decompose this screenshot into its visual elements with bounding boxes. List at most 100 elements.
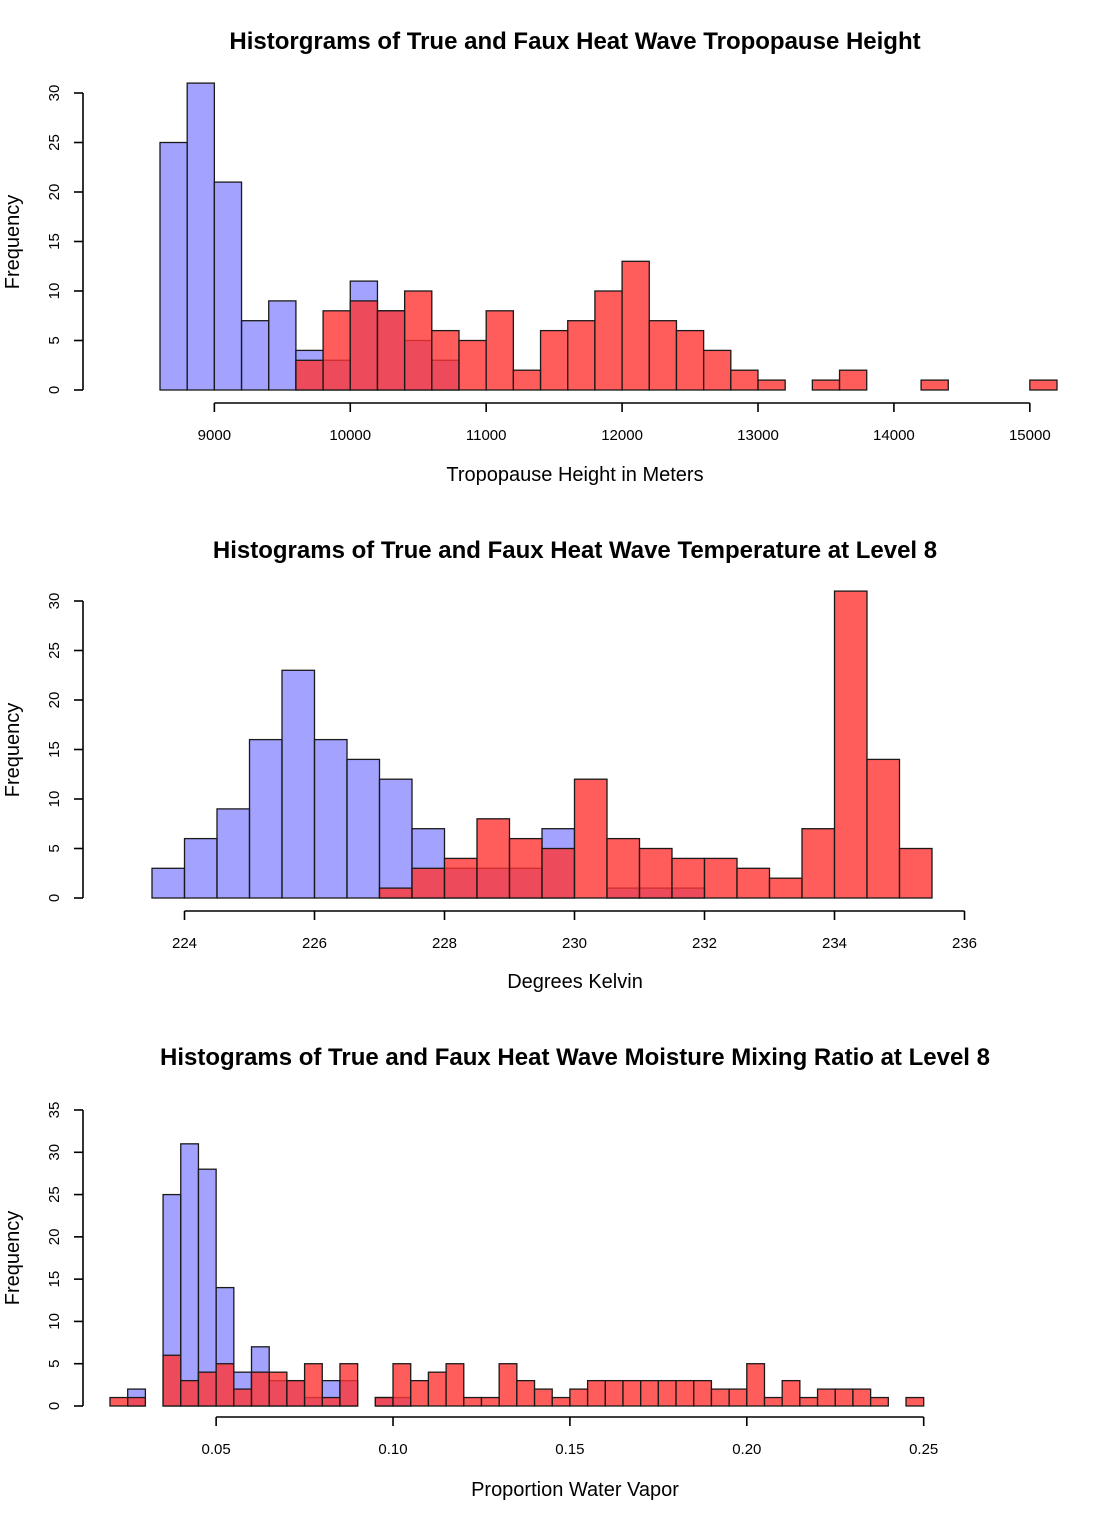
x-tick-label: 234	[822, 935, 847, 952]
red-bar	[443, 857, 478, 899]
red-bar	[763, 1396, 783, 1407]
red-bar	[180, 1379, 200, 1407]
y-axis: 0 5 10 15 20 25 30	[46, 593, 84, 902]
y-tick-label: 35	[46, 1102, 63, 1119]
red-bar	[551, 1396, 571, 1407]
x-tick-label: 12000	[601, 427, 643, 444]
blue-bar	[151, 867, 186, 899]
red-bar	[811, 379, 841, 391]
blue-bar	[281, 669, 316, 899]
red-bar	[657, 1379, 677, 1407]
y-tick-label: 20	[46, 1229, 63, 1246]
red-bar	[215, 1363, 235, 1407]
red-series	[295, 260, 1058, 391]
red-bar	[480, 1396, 500, 1407]
y-tick-label: 30	[46, 593, 63, 610]
red-bar	[905, 1396, 925, 1407]
red-bar	[816, 1388, 836, 1407]
x-tick-label: 0.25	[909, 1441, 938, 1458]
red-bar	[485, 310, 515, 391]
red-bar	[852, 1388, 872, 1407]
red-bar	[411, 867, 446, 899]
y-tick-label: 10	[46, 791, 63, 808]
red-bar	[586, 1379, 606, 1407]
red-bar	[648, 320, 678, 391]
red-bar	[799, 1396, 819, 1407]
y-tick-label: 30	[46, 85, 63, 102]
y-tick-label: 10	[46, 1313, 63, 1330]
red-bar	[703, 857, 738, 899]
x-tick-label: 13000	[737, 427, 779, 444]
red-bar	[801, 828, 836, 899]
red-bar	[622, 1379, 642, 1407]
x-tick-label: 9000	[198, 427, 231, 444]
x-tick-label: 0.20	[732, 1441, 761, 1458]
blue-bar	[159, 141, 188, 391]
red-bar	[445, 1363, 465, 1407]
x-axis-label: Proportion Water Vapor	[471, 1479, 679, 1501]
x-tick-label: 224	[172, 935, 197, 952]
blue-bar	[180, 1143, 200, 1407]
red-bar	[621, 260, 650, 391]
red-bar	[702, 349, 732, 391]
y-tick-label: 0	[46, 894, 63, 902]
moisture-histogram-panel: Histograms of True and Faux Heat Wave Mo…	[2, 1044, 990, 1501]
red-bar	[640, 1379, 660, 1407]
x-tick-label: 0.15	[555, 1441, 584, 1458]
y-tick-label: 25	[46, 134, 63, 151]
x-tick-label: 10000	[329, 427, 371, 444]
red-bar	[512, 369, 542, 391]
red-bar	[378, 887, 413, 899]
y-tick-label: 5	[46, 844, 63, 852]
red-bar	[675, 329, 705, 391]
red-bar	[675, 1379, 695, 1407]
red-bar	[606, 837, 641, 899]
y-axis-label: Frequency	[2, 703, 24, 798]
x-tick-label: 0.05	[202, 1441, 231, 1458]
red-series	[378, 590, 933, 899]
red-bar	[594, 290, 623, 391]
x-tick-label: 232	[692, 935, 717, 952]
x-tick-label: 0.10	[378, 1441, 407, 1458]
red-bar	[541, 847, 576, 899]
red-bar	[197, 1371, 217, 1407]
chart-title: Histograms of True and Faux Heat Wave Te…	[213, 537, 937, 564]
red-bar	[109, 1396, 129, 1407]
red-bar	[573, 778, 608, 899]
y-tick-label: 20	[46, 692, 63, 709]
red-bar	[768, 877, 803, 899]
y-tick-label: 10	[46, 283, 63, 300]
red-bar	[498, 1363, 518, 1407]
x-tick-label: 228	[432, 935, 457, 952]
blue-bar	[248, 738, 283, 899]
red-bar	[410, 1379, 430, 1407]
red-bar	[458, 339, 487, 391]
red-bar	[728, 1388, 748, 1407]
y-tick-label: 15	[46, 741, 63, 758]
red-bar	[427, 1371, 447, 1407]
red-bar	[781, 1379, 801, 1407]
blue-bar	[346, 758, 381, 899]
x-tick-label: 230	[562, 935, 587, 952]
red-bar	[736, 867, 771, 899]
y-axis-label: Frequency	[2, 1211, 24, 1306]
red-bar	[693, 1379, 713, 1407]
red-bar	[866, 758, 901, 899]
blue-bar	[213, 181, 243, 391]
y-tick-label: 0	[46, 1402, 63, 1410]
temperature-histogram-panel: Histograms of True and Faux Heat Wave Te…	[2, 537, 977, 993]
red-bar	[638, 847, 673, 899]
red-bar	[321, 1396, 341, 1407]
red-bar	[539, 329, 569, 391]
red-bar	[710, 1388, 730, 1407]
y-tick-label: 5	[46, 336, 63, 344]
blue-bar	[268, 300, 297, 391]
x-tick-label: 11000	[466, 427, 507, 444]
red-bar	[463, 1396, 483, 1407]
red-bar	[833, 590, 868, 899]
blue-bar	[197, 1168, 217, 1407]
chart-title: Histograms of True and Faux Heat Wave Mo…	[160, 1044, 990, 1071]
red-bar	[250, 1371, 270, 1407]
y-tick-label: 25	[46, 642, 63, 659]
